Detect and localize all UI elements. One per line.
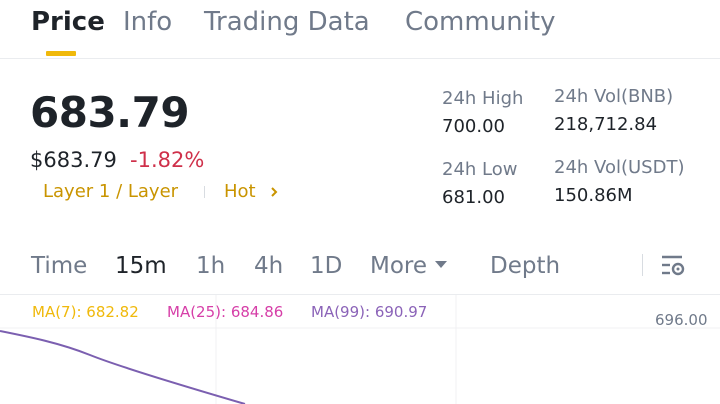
chevron-right-icon [271, 187, 278, 197]
top-tabs: Price Info Trading Data Community [0, 0, 720, 59]
active-tab-indicator [46, 51, 76, 56]
toolbar-divider [642, 254, 643, 276]
interval-more[interactable]: More [370, 252, 448, 280]
high-value: 700.00 [442, 116, 505, 137]
tab-trading-data[interactable]: Trading Data [204, 7, 370, 37]
tab-info[interactable]: Info [123, 7, 173, 37]
caret-down-icon [435, 261, 448, 268]
y-axis-label: 696.00 [655, 311, 708, 329]
low-value: 681.00 [442, 187, 505, 208]
last-price: 683.79 [30, 88, 190, 137]
ma25-legend: MA(25): 684.86 [167, 303, 284, 321]
vol-quote-label: 24h Vol(USDT) [554, 157, 685, 178]
vol-base-label: 24h Vol(BNB) [554, 86, 674, 107]
interval-15m[interactable]: 15m [115, 253, 167, 279]
tab-price[interactable]: Price [31, 7, 105, 37]
high-label: 24h High [442, 88, 524, 109]
more-label: More [370, 253, 428, 279]
depth-tab[interactable]: Depth [490, 253, 561, 279]
tag-divider [204, 186, 205, 198]
tab-community[interactable]: Community [405, 7, 556, 37]
ma99-legend: MA(99): 690.97 [311, 303, 428, 321]
vol-quote-value: 150.86M [554, 185, 633, 206]
interval-1h[interactable]: 1h [196, 253, 226, 279]
interval-time[interactable]: Time [31, 253, 88, 279]
price-chart[interactable] [0, 295, 720, 404]
interval-4h[interactable]: 4h [254, 253, 284, 279]
interval-bar-divider [0, 294, 720, 295]
interval-1d[interactable]: 1D [310, 253, 343, 279]
usd-price: $683.79 [30, 148, 117, 172]
ma-line [0, 330, 246, 404]
price-change-percent: -1.82% [130, 148, 205, 172]
hot-tag[interactable]: Hot [224, 180, 279, 204]
vol-base-value: 218,712.84 [554, 114, 658, 135]
low-label: 24h Low [442, 159, 518, 180]
ma7-legend: MA(7): 682.82 [32, 303, 139, 321]
hot-tag-label: Hot [224, 181, 256, 202]
category-tag[interactable]: Layer 1 / Layer [43, 181, 179, 202]
chart-settings-icon[interactable] [660, 252, 686, 278]
